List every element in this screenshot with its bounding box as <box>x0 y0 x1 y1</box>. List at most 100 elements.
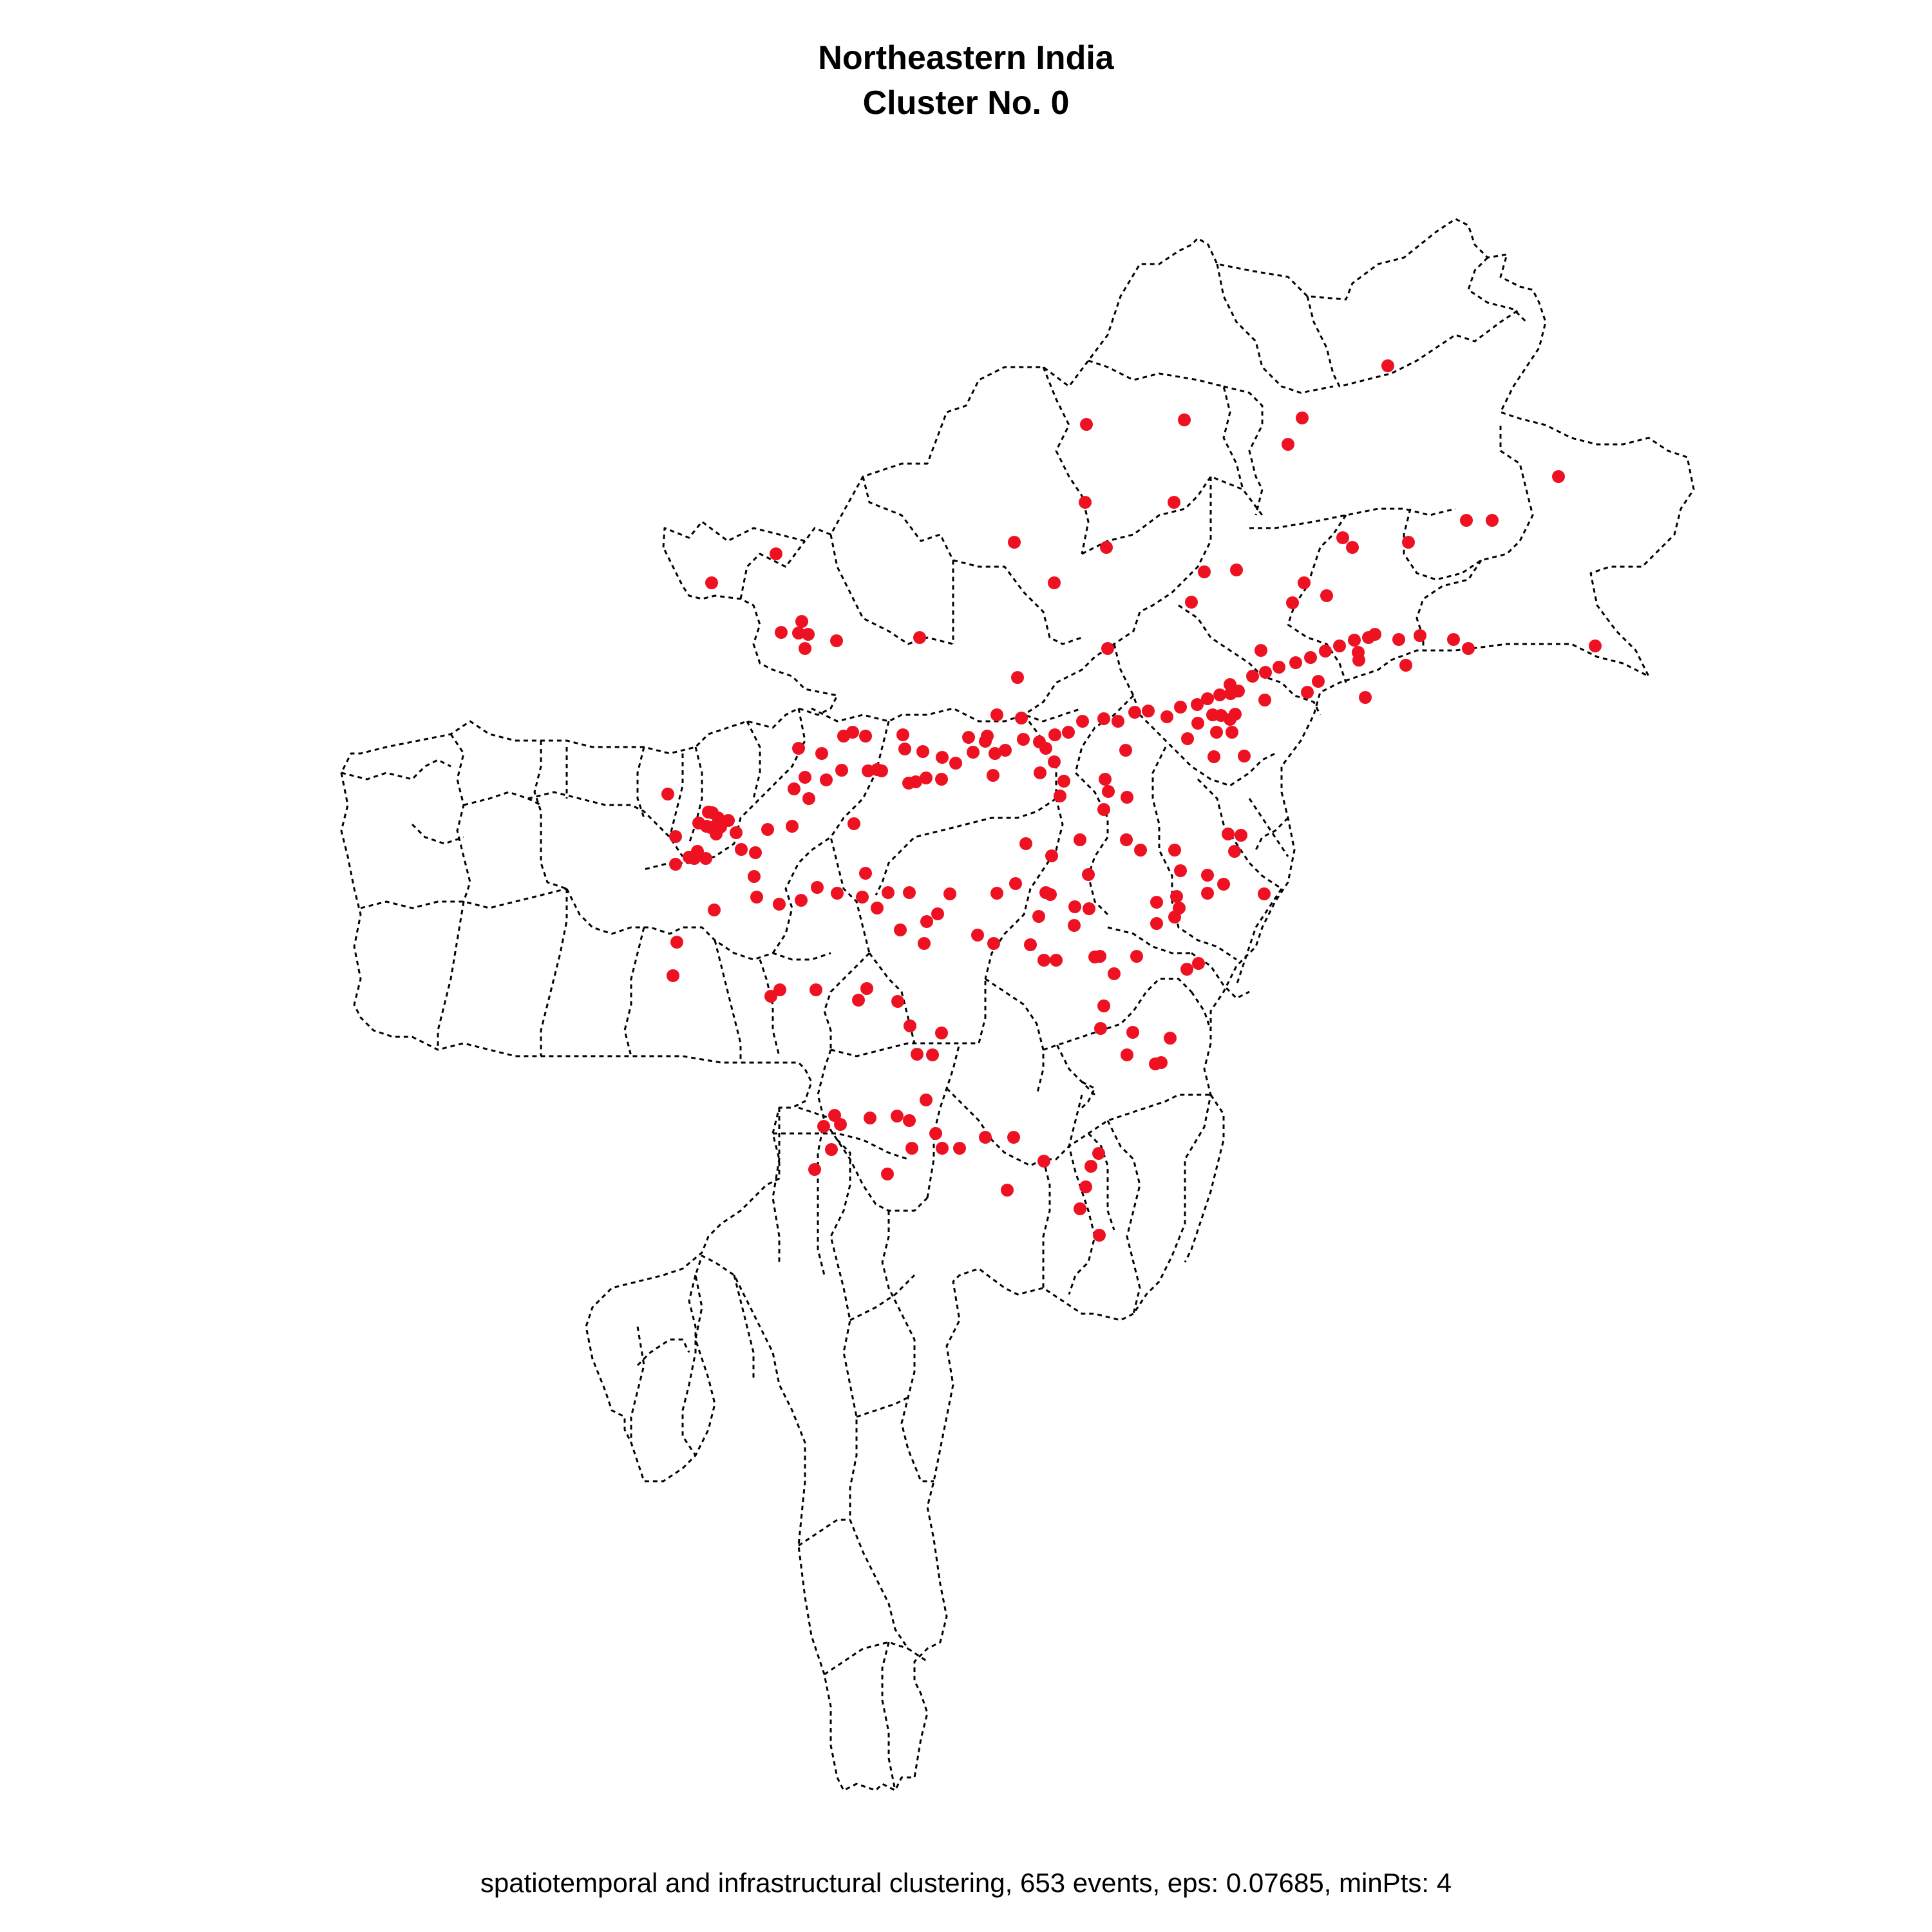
event-point <box>1093 1229 1106 1242</box>
event-point <box>864 1112 876 1124</box>
event-point <box>894 923 907 936</box>
event-point <box>1201 869 1214 882</box>
event-point <box>1168 844 1181 857</box>
district-divider <box>985 978 1045 1095</box>
district-divider <box>1235 888 1283 986</box>
event-point <box>735 843 748 856</box>
event-point <box>1134 844 1147 857</box>
event-point <box>1062 726 1075 739</box>
district-divider <box>1088 359 1244 490</box>
district-divider <box>773 1132 909 1160</box>
event-point <box>1102 785 1115 798</box>
district-divider <box>1467 256 1528 323</box>
district-divider <box>1184 1094 1225 1263</box>
district-divider <box>856 1396 909 1418</box>
event-point <box>1120 833 1133 846</box>
event-point <box>989 747 1001 760</box>
event-point <box>1228 845 1241 858</box>
event-point <box>1054 790 1066 802</box>
event-point <box>1015 712 1028 724</box>
event-point <box>1048 728 1061 741</box>
event-point <box>667 969 679 982</box>
event-point <box>1286 596 1299 609</box>
event-point <box>1009 877 1022 890</box>
event-point <box>669 858 682 871</box>
event-point <box>1097 999 1110 1012</box>
event-point <box>1402 536 1415 549</box>
event-point <box>920 915 933 928</box>
event-point <box>1289 656 1302 669</box>
event-point <box>661 788 674 800</box>
district-divider <box>772 1108 781 1262</box>
event-point <box>862 764 875 777</box>
event-point <box>1150 896 1163 909</box>
event-point <box>1486 514 1499 527</box>
event-point <box>905 1142 918 1155</box>
event-point <box>987 937 1000 950</box>
event-point <box>1336 531 1349 544</box>
event-point <box>811 881 824 894</box>
district-divider <box>1043 978 1193 1051</box>
event-point <box>913 631 926 644</box>
district-boundaries <box>340 218 1695 1792</box>
event-point <box>943 887 956 900</box>
district-divider <box>1223 385 1264 516</box>
event-point <box>1181 732 1194 745</box>
district-divider <box>450 734 471 902</box>
district-divider <box>1248 798 1289 857</box>
event-point <box>902 777 915 790</box>
district-divider <box>824 1641 909 1676</box>
district-divider <box>926 1043 961 1198</box>
district-divider <box>341 759 451 781</box>
district-divider <box>1178 604 1321 715</box>
event-point <box>971 929 984 942</box>
event-point <box>1088 951 1101 963</box>
event-point <box>1001 1184 1014 1197</box>
event-point <box>1198 565 1211 578</box>
event-point <box>1099 773 1112 786</box>
event-point <box>764 990 777 1003</box>
event-point <box>1381 359 1394 372</box>
event-point <box>848 817 860 830</box>
event-point <box>761 823 774 836</box>
event-point <box>1092 1147 1105 1160</box>
event-point <box>1178 413 1191 426</box>
district-divider <box>1151 746 1237 961</box>
event-point <box>1048 576 1061 589</box>
district-divider <box>881 1211 934 1482</box>
district-divider <box>565 888 831 961</box>
district-divider <box>862 476 954 644</box>
district-divider <box>1113 643 1276 787</box>
event-point <box>999 744 1012 757</box>
event-point <box>1130 950 1143 963</box>
event-point <box>1368 628 1381 641</box>
event-point <box>1258 694 1271 706</box>
event-point <box>1255 644 1267 657</box>
district-divider <box>527 791 684 857</box>
district-divider <box>411 823 464 845</box>
event-point <box>1174 701 1187 714</box>
district-divider <box>739 540 806 600</box>
event-point <box>1074 1202 1086 1215</box>
event-point <box>1298 576 1311 589</box>
event-point <box>903 1114 916 1127</box>
event-point <box>1304 651 1317 664</box>
event-point <box>916 745 929 758</box>
district-divider <box>746 721 761 799</box>
event-point <box>1232 685 1245 697</box>
event-point <box>705 576 718 589</box>
event-point <box>949 757 962 770</box>
event-point <box>1273 661 1285 674</box>
event-point <box>987 769 999 782</box>
event-point <box>979 1131 992 1144</box>
event-point <box>1208 750 1220 763</box>
district-divider <box>533 741 567 890</box>
district-divider <box>1042 366 1090 554</box>
event-point <box>1094 1022 1107 1035</box>
event-point <box>688 852 701 865</box>
event-point <box>1235 829 1247 842</box>
event-point <box>1320 589 1333 602</box>
event-point <box>1037 954 1050 967</box>
map-subtitle: spatiotemporal and infrastructural clust… <box>480 1868 1452 1898</box>
district-divider <box>688 746 703 844</box>
